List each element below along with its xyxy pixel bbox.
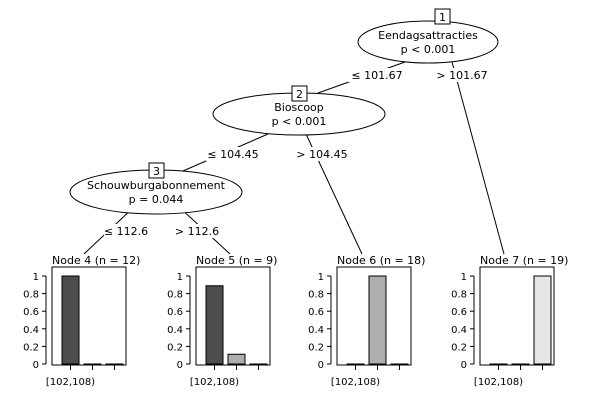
y-tick-label: 0.6 bbox=[167, 307, 183, 318]
y-tick-label: 0 bbox=[461, 360, 467, 371]
node-variable: Schouwburgabonnement bbox=[87, 179, 226, 192]
y-axis: 0 0.2 0.4 0.6 0.8 1 bbox=[451, 272, 475, 371]
node-id-box bbox=[434, 8, 451, 25]
y-tick-label: 0.2 bbox=[451, 342, 467, 353]
y-tick-label: 0.8 bbox=[451, 290, 467, 301]
y-tick-label: 0.4 bbox=[23, 325, 39, 336]
class-bar-3 bbox=[390, 363, 409, 365]
class-bar-3 bbox=[105, 363, 124, 365]
y-tick-label: 0.4 bbox=[308, 325, 324, 336]
y-axis: 0 0.2 0.4 0.6 0.8 1 bbox=[23, 272, 47, 371]
node-variable: Eendagsattracties bbox=[378, 29, 478, 42]
edge-label-2-3: ≤ 104.45 bbox=[207, 148, 258, 161]
y-tick-label: 0 bbox=[318, 360, 324, 371]
class-bar-2 bbox=[227, 353, 246, 365]
y-axis: 0 0.2 0.4 0.6 0.8 1 bbox=[167, 272, 191, 371]
inner-node-3: 3 Schouwburgabonnement p = 0.044 bbox=[69, 162, 243, 215]
terminal-node-5: Node 5 (n = 9) 0 0.2 0.4 0.6 0.8 1 [102,108) bbox=[167, 254, 277, 388]
node-id: 1 bbox=[439, 11, 446, 24]
class-bar-1 bbox=[346, 363, 365, 365]
class-bar-1 bbox=[205, 285, 224, 365]
inner-node-2: 2 Bioscoop p < 0.001 bbox=[212, 85, 386, 136]
terminal-node-4: Node 4 (n = 12) 0 0.2 0.4 0.6 0.8 1 [102,108) bbox=[23, 254, 140, 388]
terminal-title: Node 6 (n = 18) bbox=[337, 254, 425, 267]
y-tick-label: 1 bbox=[33, 272, 39, 283]
y-tick-label: 0.8 bbox=[167, 290, 183, 301]
node-pvalue: p < 0.001 bbox=[272, 115, 327, 128]
node-id: 3 bbox=[153, 165, 160, 178]
terminal-node-6: Node 6 (n = 18) 0 0.2 0.4 0.6 0.8 1 [102,108) bbox=[308, 254, 425, 388]
y-tick-label: 0.8 bbox=[308, 290, 324, 301]
x-tick-label: [102,108) bbox=[331, 377, 380, 388]
class-bar-2 bbox=[368, 275, 387, 365]
x-tick-label: [102,108) bbox=[190, 377, 239, 388]
y-tick-label: 0 bbox=[33, 360, 39, 371]
node-id: 2 bbox=[296, 88, 303, 101]
y-tick-label: 0.8 bbox=[23, 290, 39, 301]
y-tick-label: 0.6 bbox=[23, 307, 39, 318]
y-tick-label: 0.4 bbox=[451, 325, 467, 336]
bar-group bbox=[205, 285, 268, 365]
y-tick-label: 1 bbox=[318, 272, 324, 283]
edge-label-1-2: ≤ 101.67 bbox=[351, 69, 402, 82]
y-tick-label: 0.6 bbox=[308, 307, 324, 318]
x-axis: [102,108) bbox=[331, 365, 400, 388]
x-tick-label: [102,108) bbox=[46, 377, 95, 388]
y-tick-label: 0.2 bbox=[308, 342, 324, 353]
node-variable: Bioscoop bbox=[274, 101, 324, 114]
inner-node-1: 1 Eendagsattracties p < 0.001 bbox=[357, 8, 499, 64]
edge-label-1-7: > 101.67 bbox=[436, 69, 487, 82]
bar-group bbox=[346, 275, 409, 365]
node-id-box bbox=[291, 85, 308, 102]
class-bar-3 bbox=[249, 363, 268, 365]
edge-1-7 bbox=[451, 61, 505, 255]
y-axis: 0 0.2 0.4 0.6 0.8 1 bbox=[308, 272, 332, 371]
bar-group bbox=[61, 275, 124, 365]
x-tick-label: [102,108) bbox=[474, 377, 523, 388]
node-id-box bbox=[148, 162, 165, 179]
y-tick-label: 1 bbox=[177, 272, 183, 283]
class-bar-3 bbox=[533, 275, 552, 365]
y-tick-label: 0.2 bbox=[167, 342, 183, 353]
bar-group bbox=[489, 275, 552, 365]
x-axis: [102,108) bbox=[474, 365, 543, 388]
node-pvalue: p = 0.044 bbox=[129, 193, 184, 206]
y-tick-label: 0.2 bbox=[23, 342, 39, 353]
y-tick-label: 0.4 bbox=[167, 325, 183, 336]
terminal-title: Node 7 (n = 19) bbox=[480, 254, 568, 267]
edge-label-3-4: ≤ 112.6 bbox=[104, 225, 148, 238]
terminal-title: Node 5 (n = 9) bbox=[196, 254, 277, 267]
y-tick-label: 0.6 bbox=[451, 307, 467, 318]
class-bar-1 bbox=[61, 275, 80, 365]
y-tick-label: 0 bbox=[177, 360, 183, 371]
class-bar-2 bbox=[83, 363, 102, 365]
node-ellipse bbox=[357, 20, 499, 64]
edge-label-2-6: > 104.45 bbox=[296, 148, 347, 161]
x-axis: [102,108) bbox=[46, 365, 115, 388]
class-bar-2 bbox=[511, 363, 530, 365]
y-tick-label: 1 bbox=[461, 272, 467, 283]
edge-label-3-5: > 112.6 bbox=[175, 225, 219, 238]
edge-labels: ≤ 101.67 > 101.67 ≤ 104.45 > 104.45 ≤ 11… bbox=[104, 68, 491, 238]
terminal-node-7: Node 7 (n = 19) 0 0.2 0.4 0.6 0.8 1 [102,108) bbox=[451, 254, 568, 388]
x-axis: [102,108) bbox=[190, 365, 259, 388]
node-pvalue: p < 0.001 bbox=[401, 43, 456, 56]
terminal-title: Node 4 (n = 12) bbox=[52, 254, 140, 267]
class-bar-1 bbox=[489, 363, 508, 365]
